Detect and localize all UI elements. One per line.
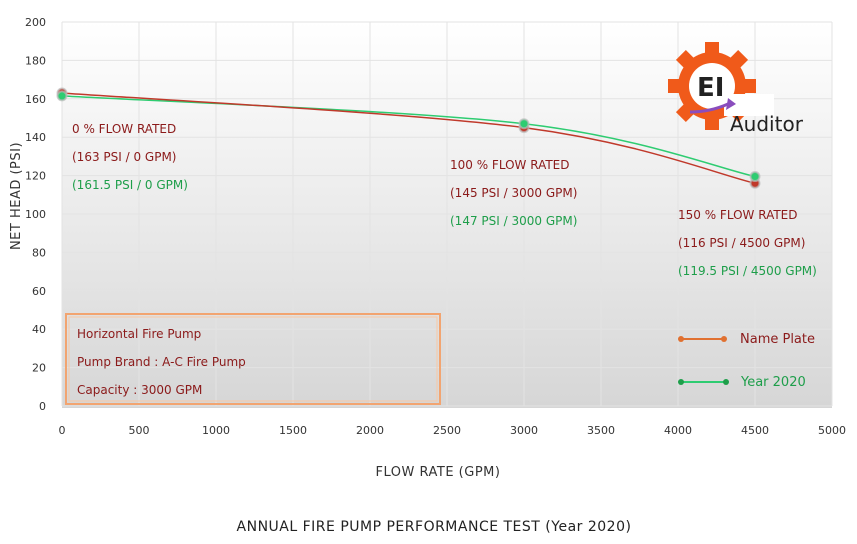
y-tick-label: 0: [39, 400, 46, 413]
annotation-150-heading: 150 % FLOW RATED: [678, 208, 798, 222]
y-tick-label: 60: [32, 285, 46, 298]
x-tick-label: 1000: [202, 424, 230, 437]
series-line-year-2020: [61, 95, 756, 178]
legend-item-year-2020: Year 2020: [678, 375, 806, 390]
series-line-name-plate: [61, 92, 756, 185]
legend-label-year-2020: Year 2020: [740, 375, 806, 390]
annotation-150-flow: 150 % FLOW RATED (116 PSI / 4500 GPM) (1…: [678, 208, 817, 278]
annotation-100-heading: 100 % FLOW RATED: [450, 158, 570, 172]
y-tick-label: 100: [25, 208, 46, 221]
x-tick-label: 5000: [818, 424, 846, 437]
annotation-100-year2020: (147 PSI / 3000 GPM): [450, 214, 577, 228]
legend: Name Plate Year 2020: [678, 332, 815, 390]
y-tick-label: 20: [32, 362, 46, 375]
pump-capacity: Capacity : 3000 GPM: [77, 383, 202, 397]
logo-ei-text: EI: [697, 73, 724, 103]
annotation-0-nameplate: (163 PSI / 0 GPM): [72, 150, 176, 164]
x-axis-label: FLOW RATE (GPM): [376, 465, 501, 480]
annotation-0-heading: 0 % FLOW RATED: [72, 122, 176, 136]
y-tick-label: 200: [25, 16, 46, 29]
data-point-year-2020: [749, 171, 761, 183]
y-tick-labels: 0 20 40 60 80 100 120 140 160 180 200: [25, 16, 46, 413]
y-tick-label: 160: [25, 93, 46, 106]
data-point-year-2020: [518, 118, 530, 130]
annotation-150-nameplate: (116 PSI / 4500 GPM): [678, 236, 805, 250]
annotation-100-nameplate: (145 PSI / 3000 GPM): [450, 186, 577, 200]
x-tick-label: 3500: [587, 424, 615, 437]
logo-arrow-icon: [689, 102, 729, 114]
x-tick-label: 0: [59, 424, 66, 437]
legend-label-name-plate: Name Plate: [740, 332, 815, 347]
pump-type: Horizontal Fire Pump: [77, 327, 201, 341]
x-tick-label: 1500: [279, 424, 307, 437]
x-tick-label: 4000: [664, 424, 692, 437]
x-tick-label: 3000: [510, 424, 538, 437]
chart-title: ANNUAL FIRE PUMP PERFORMANCE TEST (Year …: [237, 519, 632, 535]
pump-info-box: Horizontal Fire Pump Pump Brand : A-C Fi…: [65, 313, 441, 405]
y-tick-label: 80: [32, 246, 46, 259]
data-point-year-2020: [56, 90, 68, 102]
x-tick-label: 2000: [356, 424, 384, 437]
annotation-0-flow: 0 % FLOW RATED (163 PSI / 0 GPM) (161.5 …: [72, 122, 188, 192]
annotation-150-year2020: (119.5 PSI / 4500 GPM): [678, 264, 817, 278]
logo-auditor-text: Auditor: [730, 112, 804, 136]
series-layer: [56, 87, 761, 189]
y-axis-label: NET HEAD (PSI): [9, 142, 24, 250]
legend-item-name-plate: Name Plate: [678, 332, 815, 347]
x-tick-labels: 0 500 1000 1500 2000 2500 3000 3500 4000 4500 5000: [59, 424, 847, 437]
pump-brand: Pump Brand : A-C Fire Pump: [77, 355, 246, 369]
y-tick-label: 140: [25, 131, 46, 144]
x-tick-label: 4500: [741, 424, 769, 437]
y-tick-label: 180: [25, 54, 46, 67]
y-tick-label: 40: [32, 323, 46, 336]
logo-arrow-head-icon: [726, 98, 736, 110]
y-tick-label: 120: [25, 170, 46, 183]
annotation-0-year2020: (161.5 PSI / 0 GPM): [72, 178, 188, 192]
annotation-100-flow: 100 % FLOW RATED (145 PSI / 3000 GPM) (1…: [450, 158, 577, 228]
x-tick-label: 500: [129, 424, 150, 437]
x-tick-label: 2500: [433, 424, 461, 437]
